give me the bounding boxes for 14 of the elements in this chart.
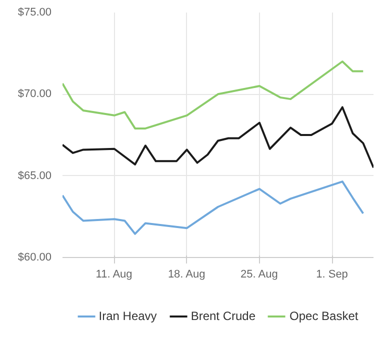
y-tick-label: $75.00 xyxy=(18,6,52,18)
line-series xyxy=(62,106,374,169)
legend-label: Iran Heavy xyxy=(98,309,157,323)
line-series xyxy=(62,180,364,235)
y-tick-label: $70.00 xyxy=(18,88,52,100)
y-tick-label: $65.00 xyxy=(18,170,52,182)
x-tick-label: 11. Aug xyxy=(96,268,132,280)
y-tick-label: $60.00 xyxy=(18,252,52,264)
x-tick-label: 18. Aug xyxy=(168,268,206,280)
legend-label: Brent Crude xyxy=(190,309,256,323)
x-tick-label: 1. Sep xyxy=(316,268,348,280)
line-series xyxy=(62,60,364,130)
x-tick-label: 25. Aug xyxy=(240,268,278,280)
legend-label: Opec Basket xyxy=(290,309,358,323)
